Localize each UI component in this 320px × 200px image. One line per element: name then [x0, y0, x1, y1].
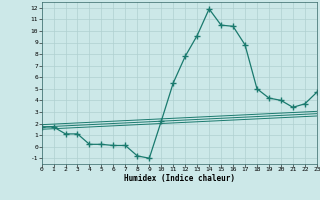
X-axis label: Humidex (Indice chaleur): Humidex (Indice chaleur)	[124, 174, 235, 183]
